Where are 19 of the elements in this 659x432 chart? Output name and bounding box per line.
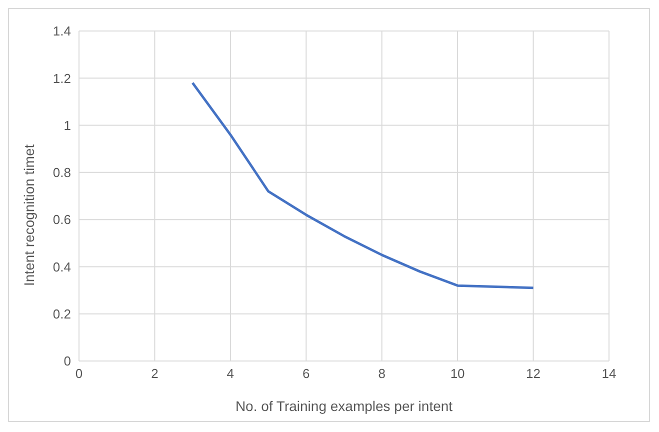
x-tick-label: 4	[226, 366, 234, 382]
x-axis-title: No. of Training examples per intent	[235, 398, 453, 414]
x-tick-label: 6	[302, 366, 310, 382]
y-tick-label: 0.8	[52, 165, 71, 180]
y-tick-label: 0.2	[52, 306, 71, 322]
x-tick-label: 14	[602, 366, 616, 382]
y-tick-label: 1.4	[52, 24, 71, 39]
y-tick-label: 0.6	[52, 212, 71, 228]
x-tick-label: 12	[526, 366, 541, 382]
y-tick-label: 1	[64, 118, 71, 133]
x-tick-label: 8	[378, 366, 386, 382]
y-tick-label: 0	[64, 354, 71, 369]
y-tick-label: 0.4	[52, 259, 71, 274]
x-tick-label: 2	[151, 366, 158, 382]
x-tick-label: 10	[450, 366, 465, 382]
line-series	[191, 82, 535, 290]
y-axis-title: Intent recognition timet	[20, 144, 37, 286]
y-tick-label: 1.2	[52, 70, 71, 86]
x-tick-label: 0	[75, 366, 83, 382]
